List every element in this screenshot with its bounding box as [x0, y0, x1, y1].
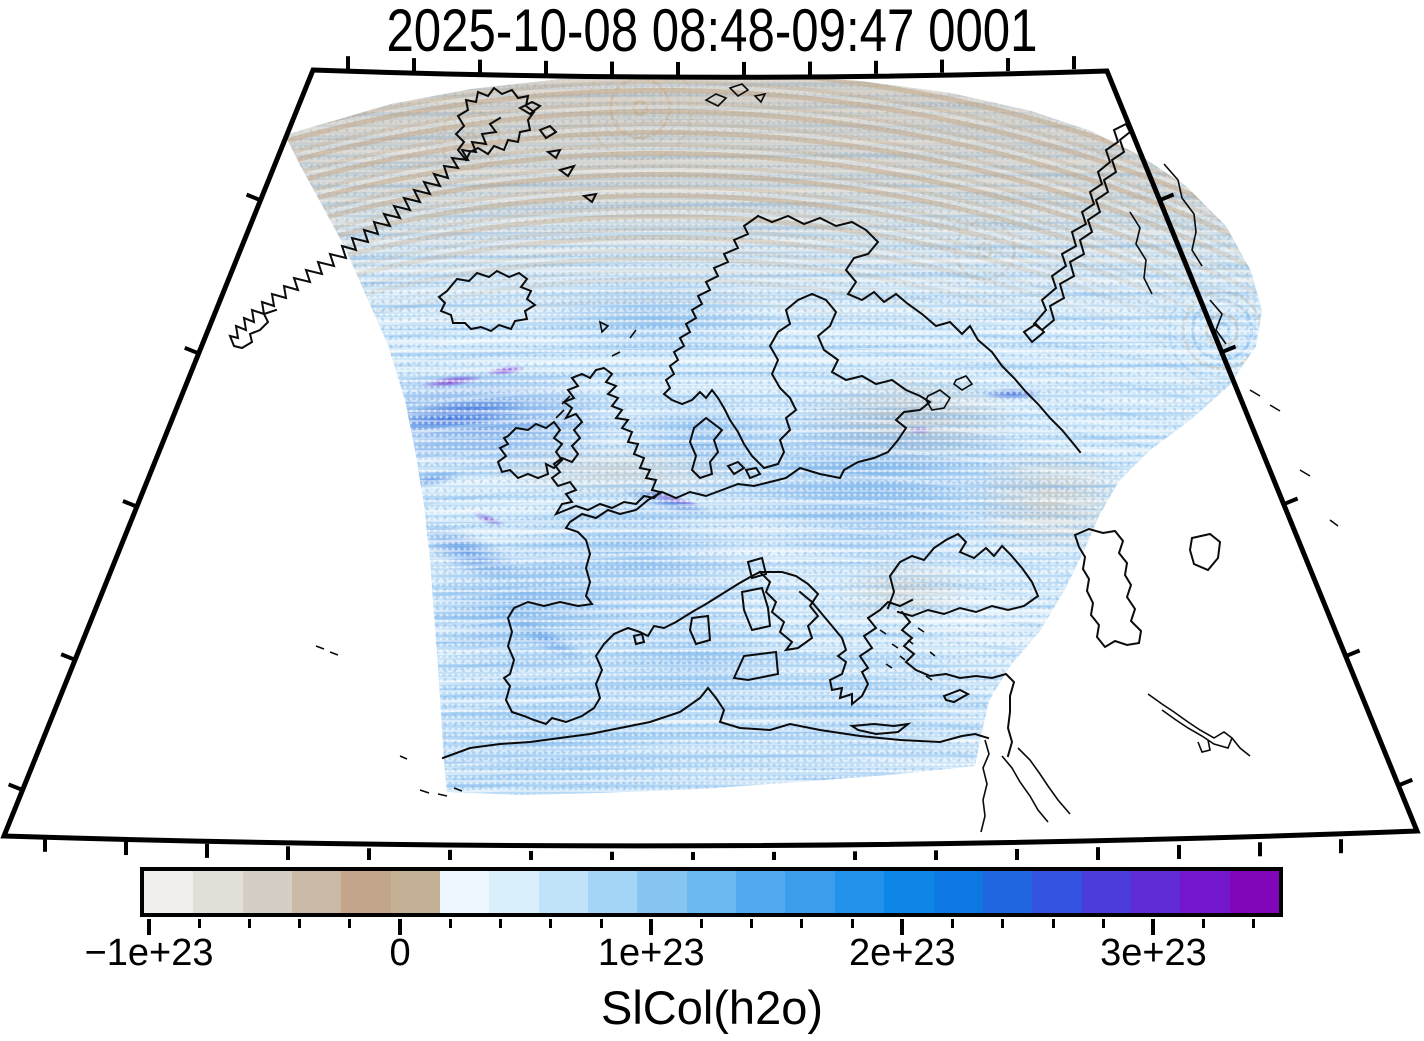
colorbar-minor-tick	[549, 919, 553, 928]
colorbar-segment	[538, 871, 589, 913]
colorbar-segment	[933, 871, 983, 913]
coastline-russia-north	[756, 214, 1082, 454]
colorbar-minor-tick	[951, 919, 955, 928]
coastline-persian-gulf	[1147, 693, 1251, 757]
colorbar-minor-tick	[1001, 919, 1005, 928]
colorbar-minor-tick	[1252, 919, 1256, 928]
colorbar-major-tick	[147, 919, 152, 935]
map-frame-tick	[7, 782, 22, 792]
coastline-svalbard	[454, 86, 598, 204]
coastline-aral	[1188, 532, 1222, 572]
coastline-greenland	[228, 116, 502, 350]
map-frame-tick	[1346, 648, 1361, 658]
colorbar-segment	[686, 871, 737, 913]
coastline-red-sea	[1001, 747, 1071, 823]
coastline-denmark	[688, 416, 762, 480]
coastline-novaya-zemlya	[1022, 122, 1132, 344]
coastline-scottish-isles	[555, 320, 637, 419]
map-overlay	[0, 56, 1421, 860]
coastline-franz-josef	[704, 83, 767, 107]
map-frame-tick	[184, 345, 198, 355]
colorbar-minor-tick	[750, 919, 754, 928]
colorbar-minor-tick	[1051, 919, 1055, 928]
colorbar-segment	[292, 871, 342, 913]
colorbar-minor-tick	[1202, 919, 1206, 928]
colorbar-segment	[637, 871, 687, 913]
colorbar-tick-label: 1e+23	[597, 932, 705, 974]
colorbar-segment	[1081, 871, 1131, 913]
coastline-ireland	[496, 420, 564, 480]
coastline-black-sea	[886, 532, 1040, 618]
colorbar-segment	[1180, 871, 1230, 913]
plot-title: 2025-10-08 08:48-09:47 0001	[386, 0, 1038, 64]
colorbar-major-tick	[649, 919, 654, 935]
colorbar-minor-tick	[699, 919, 703, 928]
coastline-caspian	[1073, 527, 1143, 649]
colorbar-minor-tick	[348, 919, 352, 928]
colorbar-minor-tick	[800, 919, 804, 928]
colorbar-segment	[193, 871, 243, 913]
colorbar-major-tick	[900, 919, 905, 935]
map-frame-ticks	[7, 56, 1414, 860]
coastline-aegean-islands	[879, 627, 936, 681]
colorbar-minor-tick	[850, 919, 854, 928]
colorbar-minor-tick	[499, 919, 503, 928]
colorbar-segment	[785, 871, 835, 913]
colorbar-segment	[884, 871, 934, 913]
map-frame	[0, 67, 1421, 849]
coastline-atlantic-islands	[315, 645, 463, 797]
map-frame-tick	[245, 192, 260, 202]
colorbar-major-tick	[1151, 919, 1156, 935]
colorbar-segment	[834, 871, 885, 913]
map-frame-tick	[1160, 192, 1175, 202]
colorbar-tick-label: 3e+23	[1100, 932, 1207, 974]
colorbar-segment	[1229, 871, 1279, 913]
coastline-turkey-levant	[900, 610, 1016, 758]
map-frame-tick	[1399, 777, 1414, 787]
map-frame-tick	[122, 499, 136, 508]
colorbar-segment	[242, 871, 293, 913]
colorbar-tick-label: 2e+23	[848, 932, 956, 974]
coastline-great-britain	[550, 366, 662, 517]
coastline-balkans-greece	[798, 590, 914, 707]
coastline-kara-yamal	[1129, 163, 1339, 527]
colorbar-segment	[1032, 871, 1082, 913]
colorbar-tick-label: 0	[389, 932, 411, 974]
colorbar-segment	[390, 871, 441, 913]
colorbar-minor-tick	[599, 919, 603, 928]
colorbar-segment	[982, 871, 1033, 913]
coastline-cyprus	[942, 688, 971, 704]
coastline-crete	[849, 722, 912, 736]
river-nile	[980, 739, 990, 833]
colorbar-minor-tick	[298, 919, 302, 928]
lake-ladoga-onega	[925, 375, 974, 411]
colorbar-minor-tick	[448, 919, 452, 928]
coastline-italy	[632, 556, 820, 682]
colorbar-segment	[489, 871, 539, 913]
map-frame-tick	[1284, 496, 1299, 506]
colorbar-tick-label: −1e+23	[84, 932, 214, 974]
map-frame-tick	[1222, 344, 1237, 354]
colorbar-minor-tick	[247, 919, 251, 928]
colorbar-major-tick	[398, 919, 403, 935]
colorbar-axis-label: SlCol(h2o)	[600, 981, 824, 1034]
colorbar-segment	[1130, 871, 1181, 913]
colorbar-segment	[144, 871, 194, 913]
coastline-iceland	[437, 269, 537, 333]
colorbar	[140, 867, 1283, 917]
colorbar-segment	[736, 871, 786, 913]
colorbar-segment	[588, 871, 638, 913]
colorbar-minor-tick	[1101, 919, 1105, 928]
colorbar-minor-tick	[197, 919, 201, 928]
colorbar-segment	[341, 871, 391, 913]
coastline-north-africa	[441, 686, 990, 760]
colorbar-segment	[440, 871, 490, 913]
map-frame-tick	[60, 652, 74, 661]
coastline-europe-main	[502, 214, 932, 726]
